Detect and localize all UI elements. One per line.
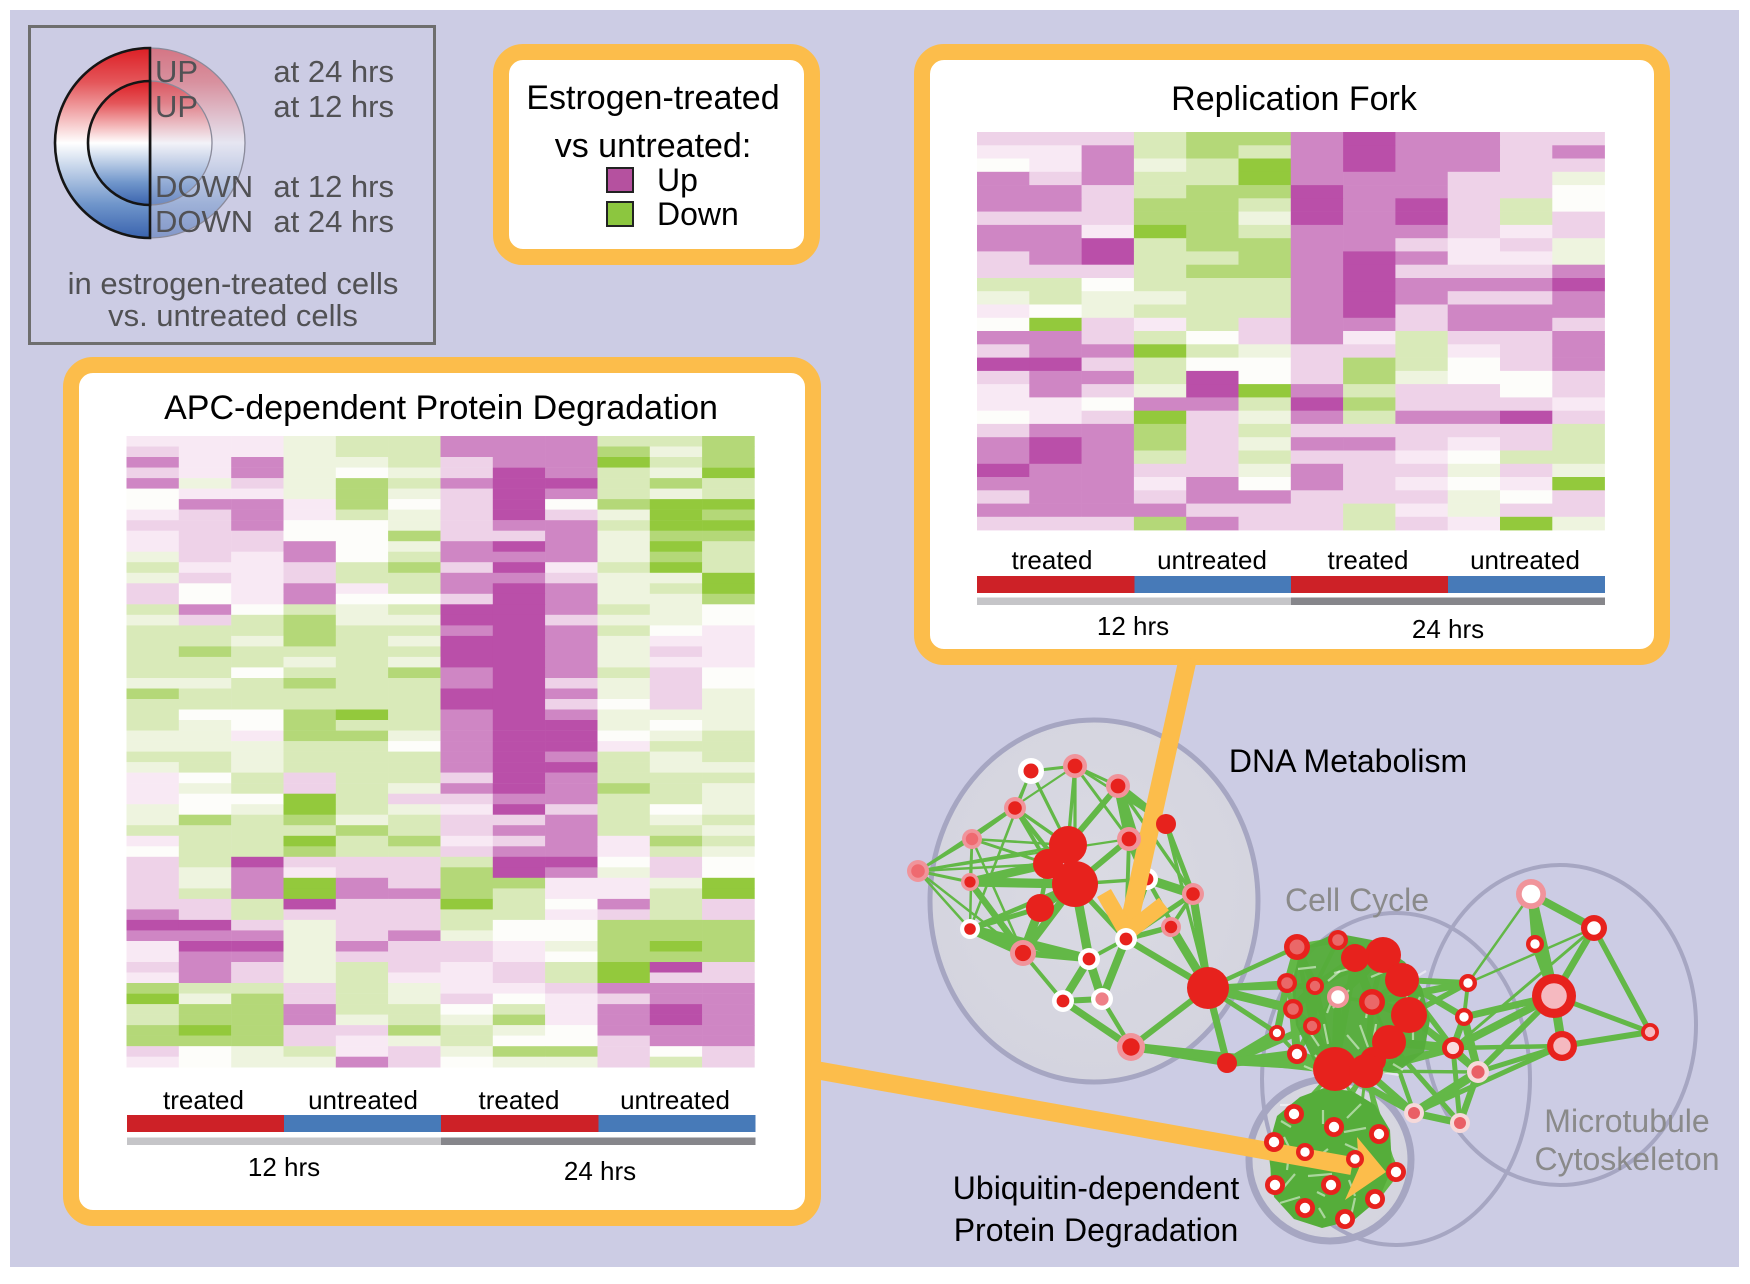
svg-text:Replication Fork: Replication Fork <box>1171 80 1418 118</box>
svg-text:24 hrs: 24 hrs <box>564 1156 636 1186</box>
svg-text:untreated: untreated <box>308 1085 418 1115</box>
svg-text:at 24 hrs: at 24 hrs <box>273 204 394 239</box>
svg-text:Protein Degradation: Protein Degradation <box>954 1212 1239 1248</box>
svg-text:APC-dependent Protein Degradat: APC-dependent Protein Degradation <box>164 389 718 427</box>
svg-text:treated: treated <box>479 1085 560 1115</box>
svg-text:Estrogen-treated: Estrogen-treated <box>526 79 779 117</box>
svg-text:Down: Down <box>657 196 739 232</box>
svg-text:Ubiquitin-dependent: Ubiquitin-dependent <box>953 1170 1240 1206</box>
svg-text:untreated: untreated <box>620 1085 730 1115</box>
svg-text:24 hrs: 24 hrs <box>1412 614 1484 644</box>
svg-text:UP: UP <box>155 89 198 124</box>
svg-text:treated: treated <box>163 1085 244 1115</box>
svg-text:Up: Up <box>657 162 698 198</box>
svg-text:untreated: untreated <box>1470 545 1580 575</box>
svg-text:untreated: untreated <box>1157 545 1267 575</box>
svg-text:12 hrs: 12 hrs <box>248 1152 320 1182</box>
svg-text:DOWN: DOWN <box>155 169 253 204</box>
svg-text:treated: treated <box>1328 545 1409 575</box>
svg-text:vs untreated:: vs untreated: <box>555 127 752 165</box>
svg-text:at 12 hrs: at 12 hrs <box>273 89 394 124</box>
svg-text:Cell Cycle: Cell Cycle <box>1285 882 1429 918</box>
svg-text:Microtubule: Microtubule <box>1544 1103 1709 1139</box>
svg-text:DNA Metabolism: DNA Metabolism <box>1229 743 1467 779</box>
svg-text:treated: treated <box>1012 545 1093 575</box>
svg-text:DOWN: DOWN <box>155 204 253 239</box>
svg-text:12 hrs: 12 hrs <box>1097 611 1169 641</box>
svg-text:in estrogen-treated cells: in estrogen-treated cells <box>68 266 399 301</box>
svg-text:vs. untreated cells: vs. untreated cells <box>108 298 358 333</box>
svg-text:UP: UP <box>155 54 198 89</box>
svg-text:at 12 hrs: at 12 hrs <box>273 169 394 204</box>
svg-text:Cytoskeleton: Cytoskeleton <box>1535 1141 1720 1177</box>
svg-text:at 24 hrs: at 24 hrs <box>273 54 394 89</box>
